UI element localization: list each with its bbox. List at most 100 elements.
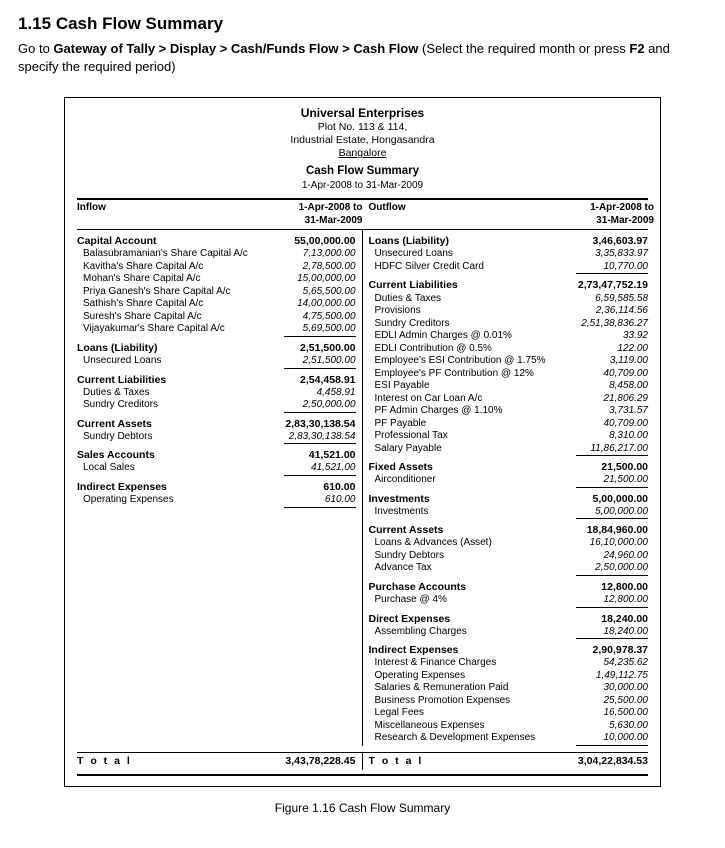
group-amount: 3,46,603.97 bbox=[593, 235, 648, 248]
group-amount: 41,521.00 bbox=[309, 449, 356, 462]
group-name: Current Liabilities bbox=[77, 374, 300, 387]
ledger-amount: 11,86,217.00 bbox=[576, 443, 648, 457]
ledger-name: Suresh's Share Capital A/c bbox=[77, 311, 284, 324]
outflow-total: 3,04,22,834.53 bbox=[578, 755, 648, 768]
ledger-name: Mohan's Share Capital A/c bbox=[77, 273, 284, 286]
ledger-line: Sundry Debtors24,960.00 bbox=[369, 550, 649, 563]
ledger-line: Operating Expenses610.00 bbox=[77, 494, 356, 508]
ledger-line: Salary Payable11,86,217.00 bbox=[369, 443, 649, 457]
group-name: Capital Account bbox=[77, 235, 294, 248]
ledger-amount: 2,78,500.00 bbox=[284, 261, 356, 274]
column-header-row: Inflow 1-Apr-2008 to 31-Mar-2009 Outflow… bbox=[77, 200, 648, 229]
ledger-amount: 8,310.00 bbox=[576, 430, 648, 443]
ledger-name: Duties & Taxes bbox=[77, 387, 284, 400]
address-city: Bangalore bbox=[77, 147, 648, 160]
inflow-total: 3,43,78,228.45 bbox=[285, 755, 355, 768]
ledger-name: Legal Fees bbox=[369, 707, 577, 720]
ledger-line: PF Admin Charges @ 1.10%3,731.57 bbox=[369, 405, 649, 418]
totals-row: T o t a l 3,43,78,228.45 T o t a l 3,04,… bbox=[77, 753, 648, 770]
ledger-name: Unsecured Loans bbox=[369, 248, 577, 261]
ledger-line: Legal Fees16,500.00 bbox=[369, 707, 649, 720]
ledger-name: Provisions bbox=[369, 305, 577, 318]
ledger-name: Advance Tax bbox=[369, 562, 577, 576]
group-heading: Purchase Accounts12,800.00 bbox=[369, 581, 649, 594]
ledger-amount: 5,69,500.00 bbox=[284, 323, 356, 337]
ledger-line: Sathish's Share Capital A/c14,00,000.00 bbox=[77, 298, 356, 311]
outflow-column: Loans (Liability)3,46,603.97Unsecured Lo… bbox=[363, 230, 649, 746]
total-label: T o t a l bbox=[77, 755, 285, 768]
ledger-line: Sundry Creditors2,50,000.00 bbox=[77, 399, 356, 413]
ledger-line: Miscellaneous Expenses5,630.00 bbox=[369, 720, 649, 733]
ledger-amount: 2,51,500.00 bbox=[284, 355, 356, 369]
ledger-line: EDLI Contribution @ 0.5%122.00 bbox=[369, 343, 649, 356]
group-heading: Loans (Liability)2,51,500.00 bbox=[77, 342, 356, 355]
group-name: Loans (Liability) bbox=[77, 342, 300, 355]
report-title: Cash Flow Summary bbox=[77, 164, 648, 178]
ledger-amount: 4,458.91 bbox=[284, 387, 356, 400]
ledger-amount: 8,458.00 bbox=[576, 380, 648, 393]
ledger-amount: 2,36,114.56 bbox=[576, 305, 648, 318]
ledger-name: Investments bbox=[369, 506, 577, 520]
ledger-amount: 14,00,000.00 bbox=[284, 298, 356, 311]
ledger-amount: 5,630.00 bbox=[576, 720, 648, 733]
ledger-line: Interest on Car Loan A/c21,806.29 bbox=[369, 393, 649, 406]
ledger-name: PF Payable bbox=[369, 418, 577, 431]
ledger-amount: 21,500.00 bbox=[576, 474, 648, 488]
group-name: Indirect Expenses bbox=[369, 644, 593, 657]
instruction-key: F2 bbox=[629, 41, 644, 56]
address-line: Plot No. 113 & 114, bbox=[77, 121, 648, 134]
ledger-line: Employee's PF Contribution @ 12%40,709.0… bbox=[369, 368, 649, 381]
group-name: Direct Expenses bbox=[369, 613, 602, 626]
ledger-name: Assembling Charges bbox=[369, 626, 577, 640]
ledger-line: Airconditioner21,500.00 bbox=[369, 474, 649, 488]
ledger-name: Vijayakumar's Share Capital A/c bbox=[77, 323, 284, 337]
ledger-line: Advance Tax2,50,000.00 bbox=[369, 562, 649, 576]
company-name: Universal Enterprises bbox=[77, 106, 648, 121]
ledger-name: Employee's PF Contribution @ 12% bbox=[369, 368, 577, 381]
ledger-line: Employee's ESI Contribution @ 1.75%3,119… bbox=[369, 355, 649, 368]
instruction-text: (Select the required month or press bbox=[422, 41, 629, 56]
ledger-name: EDLI Contribution @ 0.5% bbox=[369, 343, 577, 356]
ledger-line: Professional Tax8,310.00 bbox=[369, 430, 649, 443]
ledger-name: Miscellaneous Expenses bbox=[369, 720, 577, 733]
report-frame: Universal Enterprises Plot No. 113 & 114… bbox=[64, 97, 661, 787]
report-header: Universal Enterprises Plot No. 113 & 114… bbox=[77, 106, 648, 192]
ledger-amount: 12,800.00 bbox=[576, 594, 648, 608]
section-title-text: Cash Flow Summary bbox=[56, 14, 223, 33]
ledger-name: Salaries & Remuneration Paid bbox=[369, 682, 577, 695]
group-amount: 21,500.00 bbox=[601, 461, 648, 474]
ledger-amount: 33.92 bbox=[576, 330, 648, 343]
ledger-amount: 2,51,38,836.27 bbox=[576, 318, 648, 331]
group-heading: Investments5,00,000.00 bbox=[369, 493, 649, 506]
ledger-name: Sundry Creditors bbox=[77, 399, 284, 413]
group-amount: 2,73,47,752.19 bbox=[578, 279, 648, 292]
ledger-amount: 25,500.00 bbox=[576, 695, 648, 708]
group-amount: 2,51,500.00 bbox=[300, 342, 355, 355]
ledger-name: ESI Payable bbox=[369, 380, 577, 393]
ledger-line: Local Sales41,521.00 bbox=[77, 462, 356, 476]
group-heading: Loans (Liability)3,46,603.97 bbox=[369, 235, 649, 248]
group-amount: 12,800.00 bbox=[601, 581, 648, 594]
ledger-name: Local Sales bbox=[77, 462, 284, 476]
ledger-line: ESI Payable8,458.00 bbox=[369, 380, 649, 393]
ledger-amount: 6,59,585.58 bbox=[576, 293, 648, 306]
ledger-amount: 41,521.00 bbox=[284, 462, 356, 476]
ledger-amount: 3,119.00 bbox=[576, 355, 648, 368]
ledger-line: Assembling Charges18,240.00 bbox=[369, 626, 649, 640]
ledger-name: Priya Ganesh's Share Capital A/c bbox=[77, 286, 284, 299]
instruction-paragraph: Go to Gateway of Tally > Display > Cash/… bbox=[18, 40, 707, 75]
ledger-line: Salaries & Remuneration Paid30,000.00 bbox=[369, 682, 649, 695]
ledger-name: Interest & Finance Charges bbox=[369, 657, 577, 670]
ledger-name: Operating Expenses bbox=[77, 494, 284, 508]
ledger-name: Unsecured Loans bbox=[77, 355, 284, 369]
outflow-heading: Outflow bbox=[362, 202, 574, 227]
ledger-line: Mohan's Share Capital A/c15,00,000.00 bbox=[77, 273, 356, 286]
ledger-line: Duties & Taxes4,458.91 bbox=[77, 387, 356, 400]
ledger-amount: 1,49,112.75 bbox=[576, 670, 648, 683]
group-heading: Current Liabilities2,73,47,752.19 bbox=[369, 279, 649, 292]
group-amount: 55,00,000.00 bbox=[294, 235, 355, 248]
ledger-name: Sathish's Share Capital A/c bbox=[77, 298, 284, 311]
group-name: Current Assets bbox=[77, 418, 285, 431]
two-column-body: Capital Account55,00,000.00Balasubramani… bbox=[77, 230, 648, 746]
inflow-heading: Inflow bbox=[77, 202, 283, 227]
